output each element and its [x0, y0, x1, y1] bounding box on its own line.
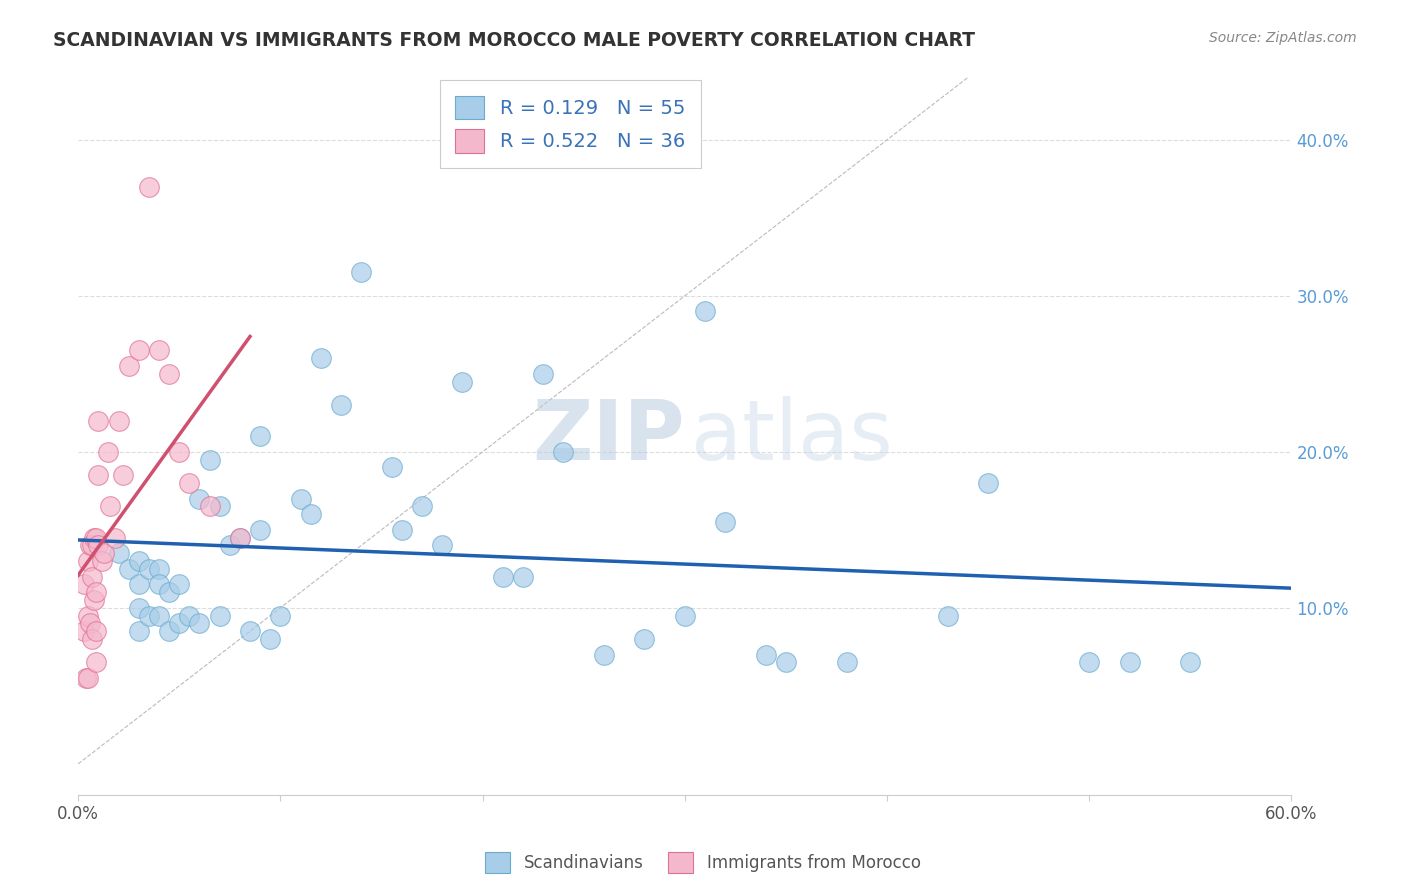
Text: Source: ZipAtlas.com: Source: ZipAtlas.com [1209, 31, 1357, 45]
Point [330, 398, 353, 412]
Point [1078, 656, 1101, 670]
Point [118, 562, 141, 576]
Point [83, 531, 105, 545]
Point [138, 179, 160, 194]
Point [755, 648, 778, 662]
Point [380, 460, 402, 475]
Point [309, 351, 332, 366]
Point [531, 367, 554, 381]
Point [79, 538, 101, 552]
Point [100, 500, 122, 514]
Point [157, 624, 180, 639]
Point [673, 608, 696, 623]
Point [512, 569, 534, 583]
Point [198, 452, 221, 467]
Legend: R = 0.129   N = 55, R = 0.522   N = 36: R = 0.129 N = 55, R = 0.522 N = 36 [440, 80, 702, 169]
Point [86, 531, 108, 545]
Point [249, 523, 271, 537]
Point [148, 577, 170, 591]
Point [87, 468, 110, 483]
Point [148, 343, 170, 358]
Point [87, 414, 110, 428]
Point [290, 491, 312, 506]
Point [269, 608, 291, 623]
Point [593, 648, 616, 662]
Point [553, 445, 575, 459]
Point [218, 538, 240, 552]
Point [239, 624, 262, 639]
Point [167, 445, 190, 459]
Point [118, 359, 141, 373]
Point [148, 608, 170, 623]
Point [167, 577, 190, 591]
Point [107, 546, 129, 560]
Point [188, 491, 211, 506]
Point [157, 367, 180, 381]
Text: atlas: atlas [690, 396, 893, 476]
Point [97, 445, 120, 459]
Point [208, 608, 231, 623]
Point [208, 500, 231, 514]
Point [82, 538, 104, 552]
Point [128, 343, 150, 358]
Point [198, 500, 221, 514]
Point [1180, 656, 1202, 670]
Point [83, 593, 105, 607]
Point [91, 554, 114, 568]
Point [77, 608, 100, 623]
Point [79, 616, 101, 631]
Point [77, 671, 100, 685]
Point [86, 624, 108, 639]
Point [835, 656, 858, 670]
Point [411, 500, 433, 514]
Point [128, 577, 150, 591]
Point [148, 562, 170, 576]
Point [103, 531, 125, 545]
Point [229, 531, 252, 545]
Point [188, 616, 211, 631]
Point [936, 608, 959, 623]
Point [229, 531, 252, 545]
Point [167, 616, 190, 631]
Point [87, 538, 110, 552]
Point [259, 632, 281, 646]
Point [111, 468, 134, 483]
Point [633, 632, 655, 646]
Point [75, 671, 97, 685]
Point [157, 585, 180, 599]
Point [391, 523, 413, 537]
Point [179, 476, 201, 491]
Point [138, 608, 160, 623]
Point [299, 508, 322, 522]
Point [714, 515, 737, 529]
Point [107, 414, 129, 428]
Point [451, 375, 474, 389]
Point [1118, 656, 1140, 670]
Point [86, 585, 108, 599]
Point [82, 569, 104, 583]
Point [693, 304, 716, 318]
Point [775, 656, 797, 670]
Point [249, 429, 271, 443]
Point [138, 562, 160, 576]
Point [73, 624, 96, 639]
Point [86, 656, 108, 670]
Point [73, 577, 96, 591]
Point [128, 624, 150, 639]
Text: SCANDINAVIAN VS IMMIGRANTS FROM MOROCCO MALE POVERTY CORRELATION CHART: SCANDINAVIAN VS IMMIGRANTS FROM MOROCCO … [53, 31, 976, 50]
Point [350, 265, 373, 279]
Legend: Scandinavians, Immigrants from Morocco: Scandinavians, Immigrants from Morocco [478, 846, 928, 880]
Point [430, 538, 453, 552]
Point [179, 608, 201, 623]
Point [977, 476, 1000, 491]
Point [77, 554, 100, 568]
Point [492, 569, 515, 583]
Point [128, 600, 150, 615]
Point [82, 632, 104, 646]
Point [93, 546, 115, 560]
Text: ZIP: ZIP [533, 396, 685, 476]
Point [128, 554, 150, 568]
